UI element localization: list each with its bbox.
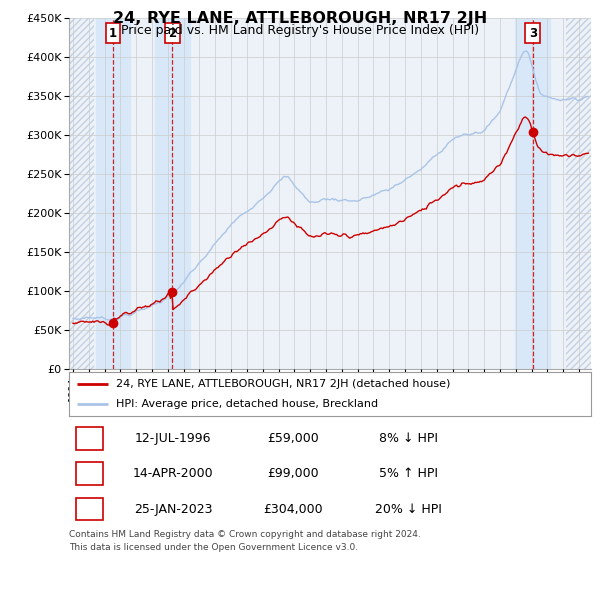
FancyBboxPatch shape xyxy=(76,427,103,450)
Text: 24, RYE LANE, ATTLEBOROUGH, NR17 2JH (detached house): 24, RYE LANE, ATTLEBOROUGH, NR17 2JH (de… xyxy=(116,379,451,389)
Text: 1: 1 xyxy=(109,27,117,40)
Text: HPI: Average price, detached house, Breckland: HPI: Average price, detached house, Brec… xyxy=(116,399,378,409)
Text: 1: 1 xyxy=(85,432,94,445)
Text: 14-APR-2000: 14-APR-2000 xyxy=(133,467,214,480)
Text: Contains HM Land Registry data © Crown copyright and database right 2024.: Contains HM Land Registry data © Crown c… xyxy=(69,530,421,539)
Text: 24, RYE LANE, ATTLEBOROUGH, NR17 2JH: 24, RYE LANE, ATTLEBOROUGH, NR17 2JH xyxy=(113,11,487,25)
Bar xyxy=(69,18,94,369)
Text: Price paid vs. HM Land Registry's House Price Index (HPI): Price paid vs. HM Land Registry's House … xyxy=(121,24,479,37)
Text: 12-JUL-1996: 12-JUL-1996 xyxy=(135,432,212,445)
Text: 25-JAN-2023: 25-JAN-2023 xyxy=(134,503,212,516)
Text: 20% ↓ HPI: 20% ↓ HPI xyxy=(375,503,442,516)
Bar xyxy=(155,18,190,369)
Text: £99,000: £99,000 xyxy=(268,467,319,480)
Bar xyxy=(515,18,550,369)
FancyBboxPatch shape xyxy=(76,498,103,520)
Text: 8% ↓ HPI: 8% ↓ HPI xyxy=(379,432,438,445)
Bar xyxy=(566,18,591,369)
Bar xyxy=(566,18,591,369)
Text: 2: 2 xyxy=(168,27,176,40)
Bar xyxy=(69,18,94,369)
Text: £304,000: £304,000 xyxy=(263,503,323,516)
Text: £59,000: £59,000 xyxy=(268,432,319,445)
Text: This data is licensed under the Open Government Licence v3.0.: This data is licensed under the Open Gov… xyxy=(69,543,358,552)
Text: 3: 3 xyxy=(85,503,94,516)
Text: 5% ↑ HPI: 5% ↑ HPI xyxy=(379,467,438,480)
FancyBboxPatch shape xyxy=(76,463,103,485)
Bar xyxy=(95,18,130,369)
Text: 2: 2 xyxy=(85,467,94,480)
Text: 3: 3 xyxy=(529,27,537,40)
